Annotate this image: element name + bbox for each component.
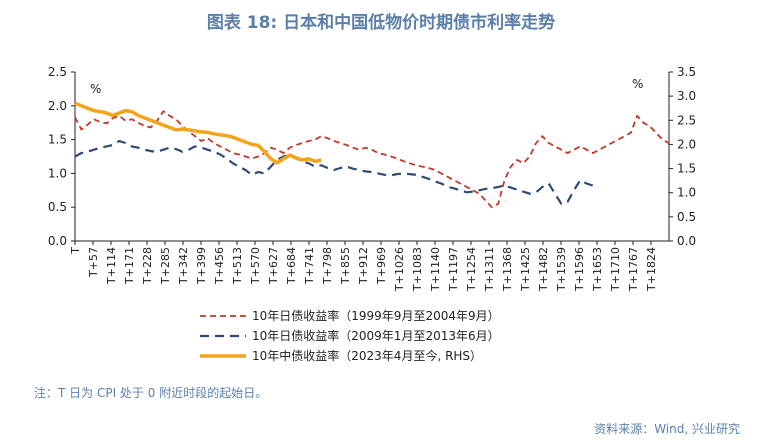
right-tick-label: 3.5 — [677, 65, 696, 79]
left-tick-label: 0.5 — [48, 200, 67, 214]
x-tick-label: T+1254 — [465, 247, 478, 292]
legend: 10年日债收益率（1999年9月至2004年9月） 10年日债收益率（2009年1… — [200, 308, 500, 363]
right-tick-label: 0.5 — [677, 210, 696, 224]
right-tick-label: 1.0 — [677, 186, 696, 200]
right-unit-label: % — [632, 77, 643, 91]
x-tick-label: T+57 — [87, 247, 100, 278]
x-tick-label: T+1824 — [645, 247, 658, 292]
x-tick-label: T+1311 — [483, 247, 496, 292]
left-tick-label: 2.0 — [48, 99, 67, 113]
x-tick-label: T+1653 — [591, 247, 604, 292]
series-layer — [74, 101, 670, 209]
right-tick-label: 3.0 — [677, 89, 696, 103]
legend-label-3: 10年中债收益率（2023年4月至今, RHS） — [252, 348, 482, 363]
x-tick-label: T+342 — [177, 247, 190, 285]
x-tick-label: T+741 — [303, 247, 316, 285]
series-line-2 — [74, 139, 594, 205]
series-line-1 — [74, 110, 670, 209]
x-tick-label: T+513 — [231, 247, 244, 285]
x-tick-label: T+855 — [339, 247, 352, 285]
x-tick-label: T+969 — [375, 247, 388, 285]
x-tick-label: T+1425 — [519, 247, 532, 292]
x-tick-label: T+399 — [195, 247, 208, 285]
x-tick-label: T+798 — [321, 247, 334, 285]
x-tick-label: T+570 — [249, 247, 262, 285]
x-tick-label: T+456 — [213, 247, 226, 285]
right-tick-label: 0.0 — [677, 234, 696, 248]
x-tick-label: T+1140 — [429, 247, 442, 292]
x-tick-label: T+1083 — [411, 247, 424, 292]
left-unit-label: % — [90, 82, 101, 96]
x-tick-label: T+1368 — [501, 247, 514, 292]
right-tick-label: 1.5 — [677, 162, 696, 176]
chart-title: 图表 18: 日本和中国低物价时期债市利率走势 — [206, 13, 556, 33]
left-tick-label: 1.5 — [48, 133, 67, 147]
x-tick-label: T+1710 — [609, 247, 622, 292]
x-tick-label: T+228 — [141, 247, 154, 285]
right-y-axis: 0.0 0.5 1.0 1.5 2.0 2.5 3.0 3.5 — [669, 65, 696, 248]
x-tick-label: T — [69, 247, 82, 255]
x-axis: T T+57 T+114 T+171 T+228 T+285 T+342 T+399 T+456… — [69, 241, 658, 292]
x-tick-label: T+912 — [357, 247, 370, 285]
x-tick-label: T+1596 — [573, 247, 586, 292]
left-tick-label: 0.0 — [48, 234, 67, 248]
x-tick-label: T+1197 — [447, 247, 460, 292]
x-tick-label: T+627 — [267, 247, 280, 285]
right-tick-label: 2.5 — [677, 113, 696, 127]
x-tick-label: T+684 — [285, 247, 298, 285]
series-line-3 — [74, 101, 322, 165]
legend-label-1: 10年日债收益率（1999年9月至2004年9月） — [252, 308, 500, 323]
plot-area-frame — [74, 72, 670, 242]
left-tick-label: 2.5 — [48, 65, 67, 79]
legend-label-2: 10年日债收益率（2009年1月至2013年6月） — [252, 328, 500, 343]
x-tick-label: T+1767 — [627, 247, 640, 292]
footnote: 注：T 日为 CPI 处于 0 附近时段的起始日。 — [34, 386, 268, 400]
source-note: 资料来源：Wind, 兴业研究 — [594, 422, 740, 436]
left-tick-label: 1.0 — [48, 166, 67, 180]
right-tick-label: 2.0 — [677, 137, 696, 151]
x-tick-label: T+1539 — [555, 247, 568, 292]
x-tick-label: T+285 — [159, 247, 172, 285]
x-tick-label: T+171 — [123, 247, 136, 285]
x-tick-label: T+1482 — [537, 247, 550, 292]
x-tick-label: T+1026 — [393, 247, 406, 292]
left-y-axis: 0.0 0.5 1.0 1.5 2.0 2.5 — [48, 65, 75, 248]
x-tick-label: T+114 — [105, 247, 118, 285]
